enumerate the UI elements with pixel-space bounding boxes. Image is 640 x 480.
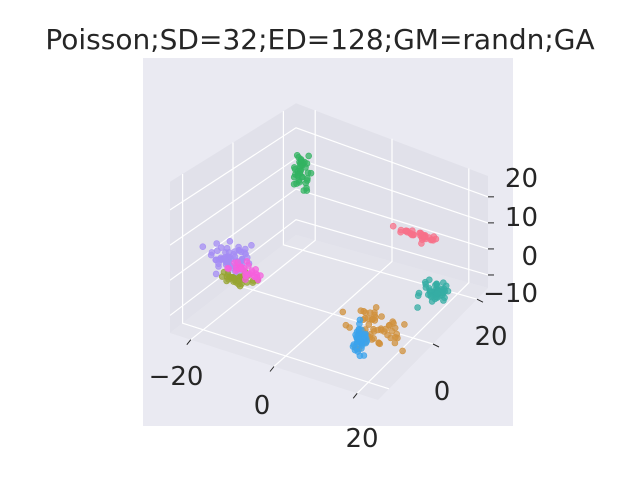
data-point — [353, 338, 361, 346]
data-point — [433, 280, 441, 288]
z-tick-label: −10 — [483, 279, 538, 309]
data-point — [382, 325, 389, 333]
chart-title: Poisson;SD=32;ED=128;GM=randn;GA — [45, 23, 594, 56]
data-point — [213, 240, 220, 247]
series-cluster — [414, 276, 452, 311]
data-point — [251, 273, 258, 281]
data-point — [215, 260, 222, 268]
data-point — [297, 156, 305, 164]
x-grid-line — [356, 168, 470, 394]
data-point — [391, 339, 399, 347]
data-point — [248, 267, 256, 275]
data-point — [393, 330, 401, 338]
data-point — [199, 243, 207, 250]
z-tick-label: 20 — [505, 164, 538, 194]
data-point — [223, 273, 231, 280]
data-point — [234, 259, 242, 266]
data-point — [388, 327, 396, 335]
data-point — [225, 265, 232, 272]
x-tick-mark — [352, 392, 358, 399]
data-point — [245, 262, 252, 269]
y-grid-line — [282, 111, 478, 300]
data-point — [417, 229, 424, 237]
data-point — [221, 255, 228, 263]
series-cluster — [339, 304, 408, 355]
data-point — [440, 297, 447, 304]
data-point — [399, 347, 406, 355]
x-tick-mark — [186, 339, 192, 346]
x-grid-line — [273, 138, 393, 367]
data-point — [387, 334, 395, 342]
data-point — [242, 271, 249, 278]
data-points — [199, 152, 452, 360]
data-point — [305, 152, 313, 160]
z-tick-label: 10 — [505, 203, 538, 233]
data-point — [374, 326, 382, 334]
y-tick-mark — [476, 298, 484, 303]
series-cluster — [290, 152, 315, 194]
data-point — [433, 290, 441, 297]
data-point — [353, 345, 361, 353]
x-tick-mark — [269, 366, 275, 372]
series-cluster — [349, 316, 371, 360]
x-tick-label: −20 — [149, 362, 204, 392]
series-cluster — [224, 258, 264, 284]
data-point — [339, 308, 347, 316]
data-point — [293, 180, 300, 187]
data-point — [302, 179, 310, 187]
y-grid-line — [182, 173, 390, 390]
data-point — [378, 313, 385, 320]
x-tick-label: 0 — [254, 391, 271, 421]
data-point — [372, 304, 380, 311]
data-point — [402, 227, 409, 235]
data-point — [361, 331, 369, 339]
data-point — [360, 352, 368, 359]
data-point — [212, 270, 220, 278]
data-point — [304, 169, 312, 177]
z-tick-label: 0 — [521, 242, 538, 272]
tick-labels: −20 0 20 0 20 20 10 0 −10 — [149, 164, 538, 454]
data-point — [230, 276, 238, 284]
series-cluster — [389, 222, 440, 247]
data-point — [389, 318, 397, 326]
data-point — [414, 304, 421, 311]
data-point — [356, 316, 364, 324]
data-point — [401, 321, 408, 328]
data-point — [439, 279, 447, 287]
data-point — [294, 172, 302, 180]
data-point — [208, 249, 216, 256]
data-point — [371, 317, 379, 324]
series-cluster — [199, 238, 255, 278]
data-point — [426, 285, 433, 292]
z-grid-line — [169, 219, 489, 316]
data-point — [375, 339, 383, 347]
data-point — [342, 321, 350, 329]
data-point — [238, 265, 245, 273]
data-point — [389, 222, 397, 230]
y-tick-label: 0 — [434, 377, 451, 407]
data-point — [366, 309, 374, 317]
data-point — [238, 248, 245, 256]
data-point — [427, 236, 435, 244]
z-grid-line — [169, 127, 489, 211]
data-point — [427, 293, 435, 301]
data-point — [415, 289, 423, 297]
data-point — [418, 240, 425, 247]
x-grid-line — [190, 110, 316, 341]
data-point — [425, 276, 433, 284]
data-point — [248, 242, 255, 249]
y-tick-label: 20 — [474, 322, 507, 352]
data-point — [214, 247, 221, 254]
x-tick-label: 20 — [345, 424, 378, 454]
data-point — [408, 231, 416, 239]
data-point — [296, 162, 304, 170]
data-point — [357, 307, 365, 315]
data-point — [303, 187, 311, 194]
data-point — [226, 238, 234, 245]
y-tick-mark — [432, 343, 440, 348]
